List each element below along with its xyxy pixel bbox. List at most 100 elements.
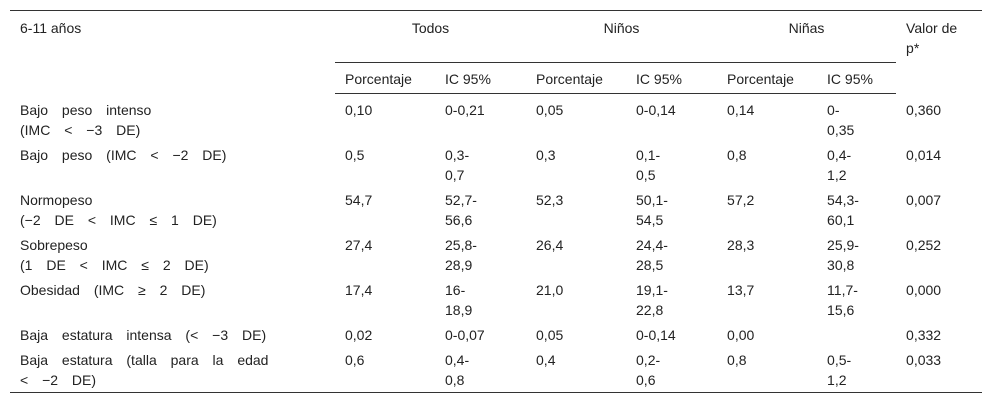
label-line: Baja estatura intensa (< −3 DE) [20, 327, 267, 343]
value-cell: 50,1- 54,5 [626, 187, 717, 232]
value-line: 0,8 [727, 147, 747, 163]
value-line: 28,3 [727, 237, 755, 253]
value-cell: 26,4 [526, 232, 626, 277]
value-cell: 0,00 [717, 322, 817, 347]
value-line: 0,3- [445, 147, 470, 163]
value-line: 11,7- [827, 282, 858, 298]
value-cell: 0-0,14 [626, 94, 717, 143]
row-label: Baja estatura (talla para la edad < −2 DE… [10, 347, 335, 393]
value-cell: 54,7 [335, 187, 435, 232]
pvalue-header: Valor de p* [906, 20, 958, 56]
corner-header: 6-11 años [20, 20, 82, 36]
value-cell [817, 322, 896, 347]
value-cell: 21,0 [526, 277, 626, 322]
label-line: Obesidad (IMC ≥ 2 DE) [20, 282, 206, 298]
value-cell: 0,05 [526, 322, 626, 347]
value-cell: 28,3 [717, 232, 817, 277]
value-line: 0,35 [827, 122, 855, 138]
value-cell: 0,8 [717, 347, 817, 393]
value-cell: 0,5 [335, 142, 435, 187]
value-line: 0,360 [906, 101, 942, 118]
row-label: Bajo peso intenso (IMC < −3 DE) [10, 94, 335, 143]
value-cell: 0,3- 0,7 [435, 142, 526, 187]
value-line: 1,2 [827, 167, 847, 183]
table-row: Bajo peso intenso (IMC < −3 DE) 0,10 0-0,21… [10, 94, 982, 143]
value-cell: 0,4 [526, 347, 626, 393]
sub-header: IC 95% [817, 62, 897, 94]
value-line: 0,00 [727, 327, 755, 343]
value-line: 50,1- [636, 192, 668, 208]
value-line: 0,007 [906, 192, 942, 208]
value-line: 0,5 [636, 167, 656, 183]
value-line: 0,05 [536, 327, 564, 343]
value-line: 0,6 [636, 372, 656, 388]
table-row: Baja estatura intensa (< −3 DE) 0,02 0-0,0… [10, 322, 982, 347]
value-line: 0,5- [827, 352, 852, 368]
value-line: 15,6 [827, 302, 855, 318]
table-row: Normopeso (−2 DE < IMC ≤ 1 DE) 54,7 52,7- 56… [10, 187, 982, 232]
value-cell: 13,7 [717, 277, 817, 322]
value-line: 0,6 [345, 352, 365, 368]
value-line: 27,4 [345, 237, 373, 253]
value-line: 0,8 [727, 352, 747, 368]
value-cell: 0,360 [896, 94, 982, 143]
value-cell: 0,10 [335, 94, 435, 143]
value-cell: 0-0,14 [626, 322, 717, 347]
value-line: 52,3 [536, 192, 564, 208]
group-header: Niñas [717, 10, 897, 63]
sub-header: IC 95% [435, 62, 527, 94]
value-cell: 0,14 [717, 94, 817, 143]
value-cell: 25,8- 28,9 [435, 232, 526, 277]
value-cell: 0,332 [896, 322, 982, 347]
row-label: Obesidad (IMC ≥ 2 DE) [10, 277, 335, 322]
value-line: 0,033 [906, 352, 942, 368]
value-line: 1,2 [827, 372, 847, 388]
value-line: 25,8- [445, 237, 477, 253]
value-line: 57,2 [727, 192, 755, 208]
value-line: 25,9- [827, 237, 859, 253]
value-cell: 0,5- 1,2 [817, 347, 896, 393]
data-table: 6-11 años Todos Niños Niñas Valor de p* … [10, 10, 983, 393]
value-line: 0,14 [727, 102, 755, 118]
value-line: 0,4- [445, 352, 470, 368]
value-line: 21,0 [536, 282, 564, 298]
value-line: 16- [445, 282, 466, 298]
value-cell: 25,9- 30,8 [817, 232, 896, 277]
table-row: Sobrepeso (1 DE < IMC ≤ 2 DE) 27,4 25,8- 28,… [10, 232, 982, 277]
value-line: 0,8 [445, 372, 465, 388]
value-cell: 0,3 [526, 142, 626, 187]
table-row: Baja estatura (talla para la edad < −2 DE… [10, 347, 982, 393]
value-line: 0,5 [345, 147, 365, 163]
value-line: 19,1- [636, 282, 668, 298]
value-line: 26,4 [536, 237, 564, 253]
label-line: Sobrepeso [20, 237, 88, 253]
value-cell: 27,4 [335, 232, 435, 277]
value-line: 17,4 [345, 282, 373, 298]
value-line: 0,2- [636, 352, 661, 368]
value-line: 0,1- [636, 147, 661, 163]
value-cell: 57,2 [717, 187, 817, 232]
value-cell: 11,7- 15,6 [817, 277, 896, 322]
label-line: Normopeso [20, 192, 93, 208]
value-cell: 0,014 [896, 142, 982, 187]
value-line: 52,7- [445, 192, 477, 208]
value-line: 0,4- [827, 147, 852, 163]
value-cell: 0,05 [526, 94, 626, 143]
row-label: Baja estatura intensa (< −3 DE) [10, 322, 335, 347]
value-cell: 0,033 [896, 347, 982, 393]
value-cell: 0-0,07 [435, 322, 526, 347]
value-line: 0-0,21 [445, 102, 485, 118]
value-cell: 19,1- 22,8 [626, 277, 717, 322]
table-row: Bajo peso (IMC < −2 DE) 0,5 0,3- 0,7 0,3 0,1-… [10, 142, 982, 187]
table-row: Obesidad (IMC ≥ 2 DE) 17,4 16- 18,9 21,0 19,1… [10, 277, 982, 322]
value-line: 54,3- [827, 192, 859, 208]
value-cell: 0,000 [896, 277, 982, 322]
value-cell: 54,3- 60,1 [817, 187, 896, 232]
sub-header: Porcentaje [717, 62, 818, 94]
value-line: 54,5 [636, 212, 664, 228]
value-cell: 0,007 [896, 187, 982, 232]
row-label: Bajo peso (IMC < −2 DE) [10, 142, 335, 187]
value-cell: 0-0,21 [435, 94, 526, 143]
label-line: (IMC < −3 DE) [20, 121, 141, 138]
